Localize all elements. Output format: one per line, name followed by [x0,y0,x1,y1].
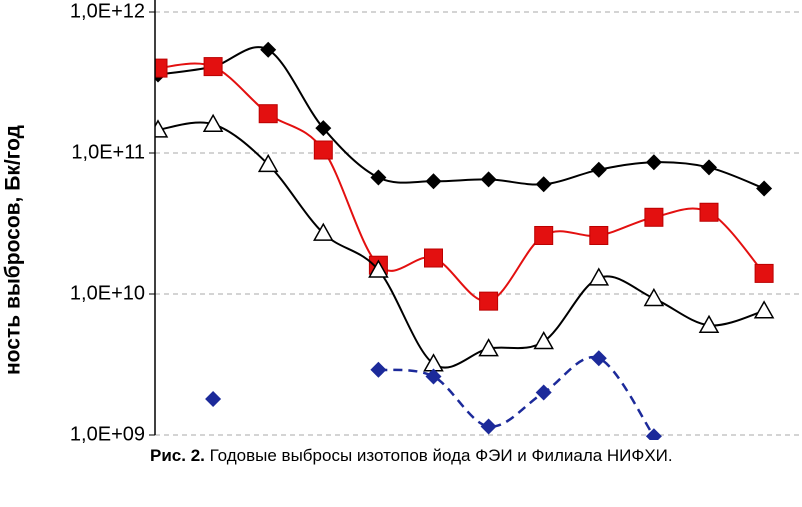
marker [313,140,333,160]
marker [478,338,499,357]
caption-text: Годовые выбросы изотопов йода ФЭИ и Фили… [210,446,673,465]
marker [155,58,168,78]
marker [205,391,222,408]
marker [258,104,278,124]
marker [645,154,662,171]
marker [590,350,607,367]
y-tick-label: 1,0E+11 [71,141,145,163]
plot-area [155,11,802,440]
marker [257,153,279,173]
marker [701,159,717,176]
marker [368,259,389,278]
marker [756,180,773,197]
caption: Рис. 2. Годовые выбросы изотопов йода ФЭ… [150,446,673,465]
marker [589,225,609,245]
y-axis-label: ность выбросов, Бк/год [2,125,25,375]
marker [315,120,332,137]
caption-label: Рис. 2. [150,446,205,465]
marker [754,263,774,283]
marker [644,207,664,227]
marker [260,41,277,58]
marker [645,428,662,440]
marker [425,173,442,190]
marker [590,161,607,178]
y-tick-label: 1,0E+09 [70,423,145,445]
marker [535,384,552,401]
marker [535,176,552,193]
marker [155,119,169,138]
marker [425,368,442,385]
marker [533,331,554,350]
series-line [157,46,765,190]
marker [480,171,497,188]
caption-bg [148,445,802,475]
series-line [157,121,765,369]
marker [588,267,610,286]
marker [753,300,775,319]
series-line [157,62,765,303]
marker [370,361,387,378]
marker [202,113,224,132]
series-line [378,355,655,437]
marker [699,202,719,222]
marker [313,222,334,241]
marker [643,287,665,307]
marker [480,418,497,435]
y-tick-label: 1,0E+12 [70,0,145,22]
y-tick-label: 1,0E+10 [70,282,145,304]
marker [203,57,223,77]
marker [698,314,720,334]
marker [479,291,499,311]
marker [370,169,387,186]
marker [534,225,554,245]
marker [424,248,443,268]
